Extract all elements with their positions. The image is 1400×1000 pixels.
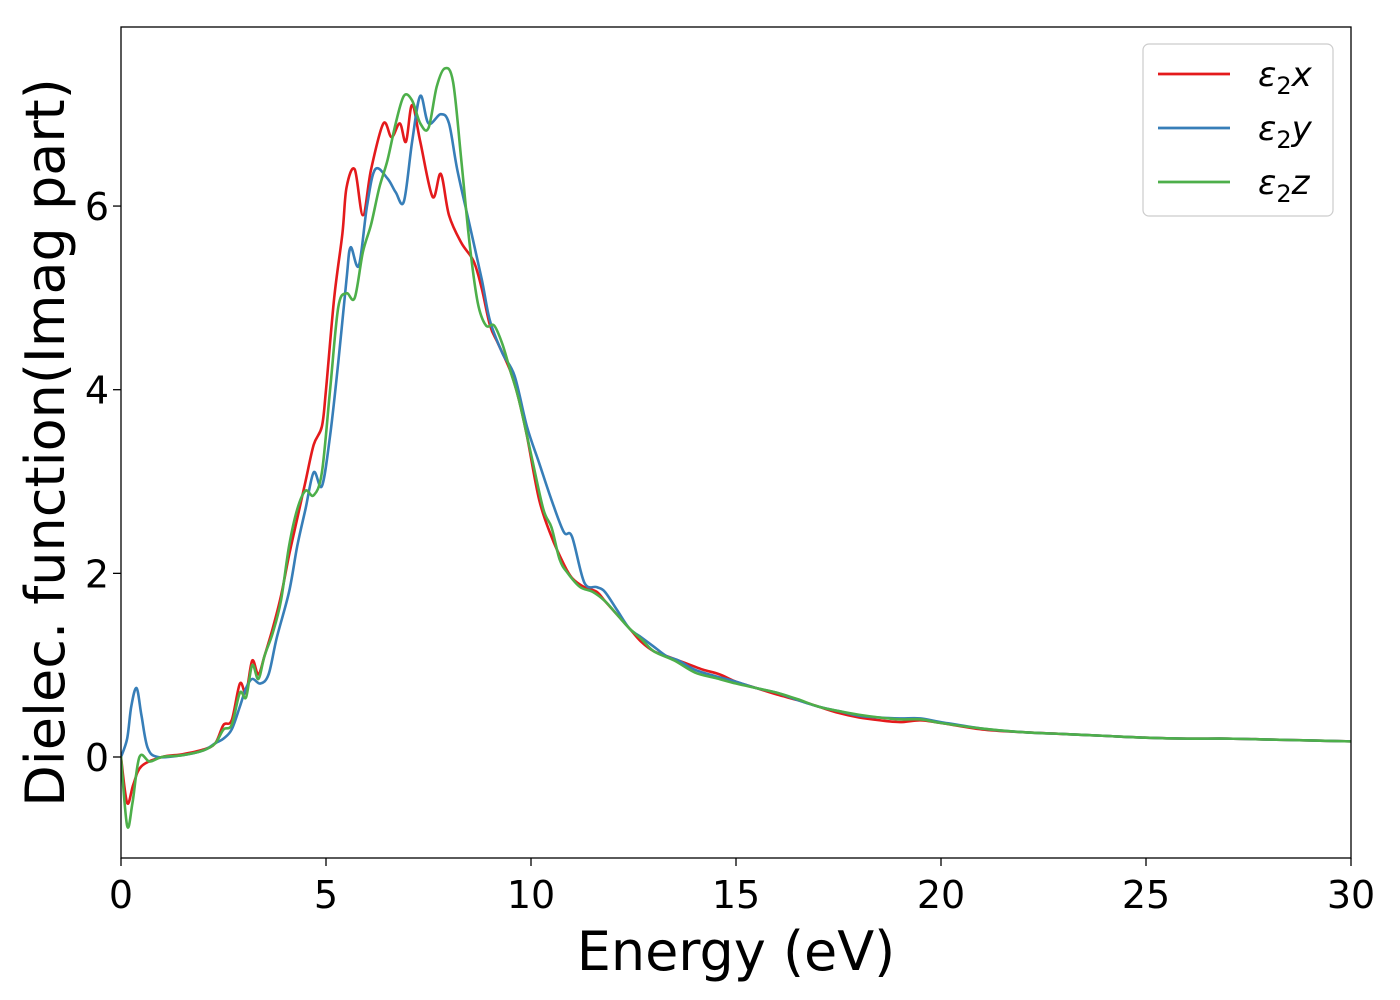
legend-label-eps2x: ε2x — [1258, 55, 1313, 100]
x-axis-label: Energy (eV) — [577, 920, 896, 983]
legend-label-tail: y — [1291, 109, 1313, 149]
legend-label-base: ε — [1258, 109, 1276, 149]
series-line-eps2z — [121, 66, 1351, 829]
legend-box — [1142, 43, 1334, 217]
legend-label-eps2z: ε2z — [1258, 163, 1311, 208]
legend-label-subscript: 2 — [1276, 180, 1291, 208]
x-tick-label: 5 — [314, 873, 338, 917]
series-layer — [121, 66, 1351, 829]
y-tick-label: 2 — [85, 552, 109, 596]
x-tick-label: 0 — [109, 873, 133, 917]
y-tick-label: 4 — [85, 369, 109, 413]
x-tick-label: 20 — [917, 873, 965, 917]
y-axis: 0 2 4 6 — [85, 185, 121, 780]
y-tick-label: 6 — [85, 185, 109, 229]
legend-label-eps2y: ε2y — [1258, 109, 1313, 154]
legend-label-base: ε — [1258, 55, 1276, 95]
legend-label-tail: x — [1291, 55, 1313, 95]
x-tick-label: 30 — [1327, 873, 1375, 917]
y-tick-label: 0 — [85, 736, 109, 780]
x-tick-label: 15 — [712, 873, 760, 917]
legend-label-subscript: 2 — [1276, 126, 1291, 154]
legend-label-tail: z — [1291, 163, 1311, 203]
x-tick-label: 10 — [507, 873, 555, 917]
x-axis: 0 5 10 15 20 25 30 — [109, 858, 1375, 917]
x-tick-label: 25 — [1122, 873, 1170, 917]
legend-label-base: ε — [1258, 163, 1276, 203]
y-axis-label: Dielec. function(Imag part) — [14, 78, 77, 807]
legend-label-subscript: 2 — [1276, 72, 1291, 100]
